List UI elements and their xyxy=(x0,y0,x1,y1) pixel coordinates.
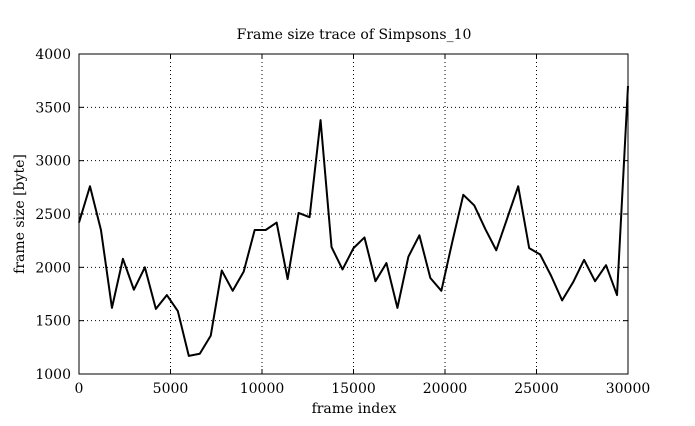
x-tick-labels: 0 5000 10000 15000 20000 25000 30000 xyxy=(75,381,651,397)
y-tick-label: 3000 xyxy=(35,154,71,170)
x-tick-label: 20000 xyxy=(423,381,468,397)
y-tick-label: 1000 xyxy=(35,367,71,383)
chart-title: Frame size trace of Simpsons_10 xyxy=(237,27,472,43)
grid xyxy=(79,54,628,374)
y-tick-label: 4000 xyxy=(35,47,71,63)
y-tick-label: 3500 xyxy=(35,100,71,116)
x-axis-label: frame index xyxy=(312,401,397,417)
ticks xyxy=(78,53,629,375)
x-tick-label: 15000 xyxy=(331,381,376,397)
y-tick-label: 1500 xyxy=(35,314,71,330)
y-tick-labels: 1000 1500 2000 2500 3000 3500 4000 xyxy=(35,47,71,383)
y-tick-label: 2500 xyxy=(35,207,71,223)
y-axis-label: frame size [byte] xyxy=(12,154,28,274)
y-tick-label: 2000 xyxy=(35,260,71,276)
x-tick-label: 30000 xyxy=(606,381,651,397)
x-tick-label: 5000 xyxy=(153,381,189,397)
series-line xyxy=(78,85,629,357)
x-tick-label: 10000 xyxy=(240,381,285,397)
series-layer xyxy=(78,85,629,357)
x-tick-label: 25000 xyxy=(514,381,559,397)
x-tick-label: 0 xyxy=(75,381,84,397)
